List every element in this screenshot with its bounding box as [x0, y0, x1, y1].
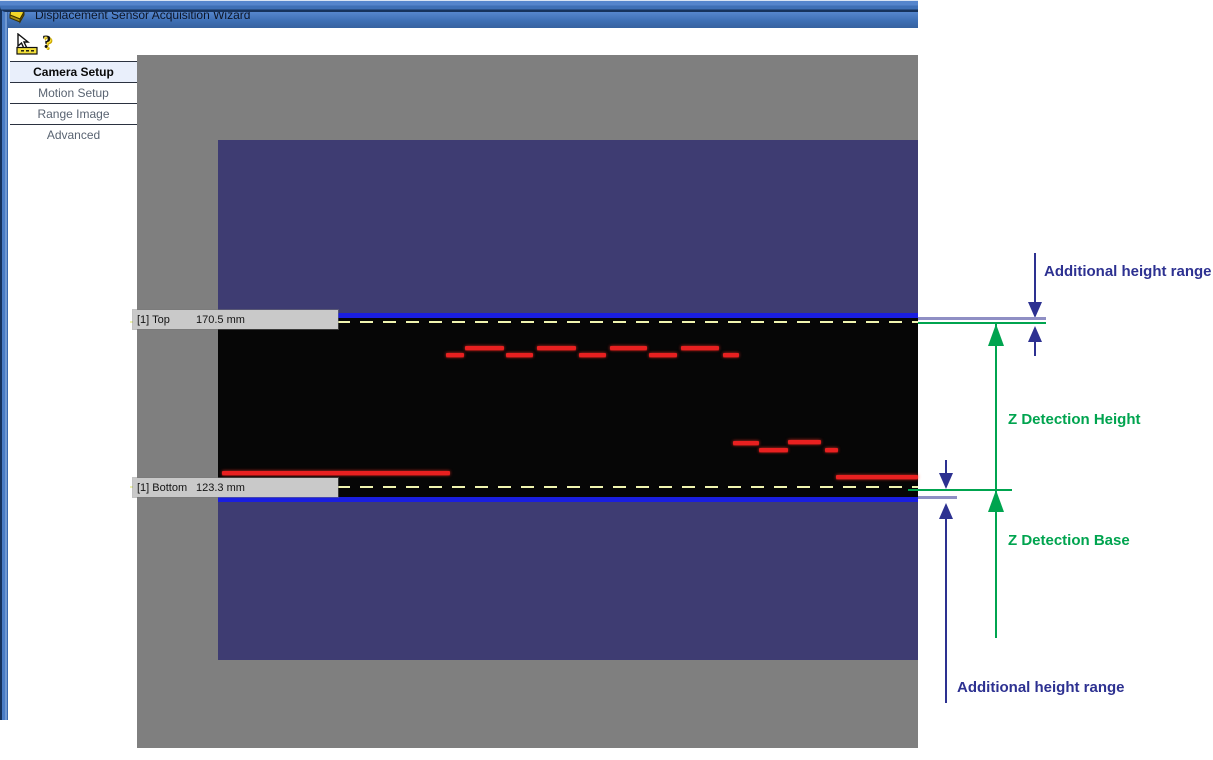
window-border-bottom [0, 0, 918, 12]
laser-profile-segment [222, 471, 450, 475]
sidebar-item-advanced[interactable]: Advanced [10, 125, 137, 145]
laser-profile-segment [681, 346, 719, 350]
sidebar-item-camera-setup[interactable]: Camera Setup [10, 62, 137, 82]
range-top-boundary-line [218, 313, 918, 318]
laser-profile-segment [723, 353, 739, 357]
arrow-up-icon [1028, 326, 1042, 342]
label-z-detection-height: Z Detection Height [1008, 411, 1141, 428]
label-additional-height-range-bottom: Additional height range [957, 679, 1125, 696]
nav-divider [10, 103, 137, 104]
wizard-window: Displacement Sensor Acquisition Wizard ?… [0, 0, 918, 748]
laser-profile-segment [465, 346, 504, 350]
arrow-up-icon [988, 324, 1004, 346]
laser-profile-segment [759, 448, 788, 452]
window-border-left [0, 0, 8, 720]
dim-line-bottom-upper [945, 460, 947, 473]
wizard-step-list: Camera Setup Motion Setup Range Image Ad… [10, 61, 137, 145]
cursor-name: [1] Bottom [137, 481, 188, 494]
range-bottom-boundary-line [218, 497, 918, 502]
nav-divider [10, 124, 137, 125]
extended-range-bottom-line [918, 496, 957, 499]
bottom-cursor-label[interactable]: [1] Bottom 123.3 mm [133, 478, 338, 497]
nav-divider [10, 61, 137, 62]
dim-line-top-lower [1034, 342, 1036, 356]
laser-profile-segment [825, 448, 838, 452]
sidebar-item-range-image[interactable]: Range Image [10, 104, 137, 124]
laser-profile-segment [788, 440, 821, 444]
laser-profile-segment [649, 353, 677, 357]
top-cursor-line[interactable] [130, 321, 918, 323]
z-dimension-line [995, 323, 997, 638]
arrow-up-icon [988, 490, 1004, 512]
label-z-detection-base: Z Detection Base [1008, 532, 1130, 549]
cursor-value: 170.5 mm [196, 313, 245, 326]
out-of-range-band-top [218, 140, 918, 313]
arrow-down-icon [939, 473, 953, 489]
arrow-down-icon [1028, 302, 1042, 318]
detection-base-line [908, 489, 1012, 491]
laser-profile-segment [446, 353, 464, 357]
laser-profile-segment [610, 346, 647, 350]
help-icon[interactable]: ? [42, 32, 52, 53]
measure-tool-icon[interactable] [15, 33, 39, 55]
laser-profile-layer [218, 140, 918, 660]
detection-top-line [918, 322, 1046, 324]
arrow-up-icon [939, 503, 953, 519]
label-additional-height-range-top: Additional height range [1044, 263, 1212, 280]
dim-line-bottom [945, 519, 947, 703]
laser-profile-segment [506, 353, 533, 357]
dim-line-top [1034, 253, 1036, 302]
top-cursor-label[interactable]: [1] Top 170.5 mm [133, 310, 338, 329]
nav-divider [10, 82, 137, 83]
laser-profile-segment [836, 475, 918, 479]
sidebar-item-motion-setup[interactable]: Motion Setup [10, 83, 137, 103]
laser-profile-segment [537, 346, 576, 350]
cursor-name: [1] Top [137, 313, 170, 326]
cursor-value: 123.3 mm [196, 481, 245, 494]
laser-profile-segment [733, 441, 759, 445]
laser-profile-segment [579, 353, 606, 357]
bottom-cursor-line[interactable] [130, 486, 918, 488]
extended-range-top-line [918, 317, 1046, 320]
sensor-image [218, 140, 918, 660]
out-of-range-band-bottom [218, 502, 918, 660]
